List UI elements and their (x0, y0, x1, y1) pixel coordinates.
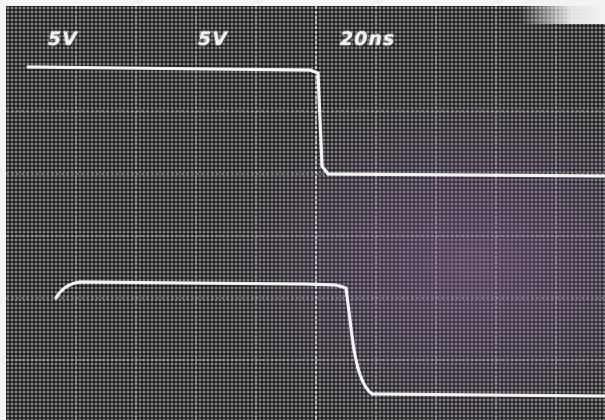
channel1-scale-readout: 5V (48, 28, 78, 50)
channel2-trace-rise (54, 280, 338, 300)
channel2-scale-readout: 5V (198, 28, 228, 50)
waveform-display (26, 65, 605, 398)
channel2-trace-fall (334, 283, 605, 398)
oscilloscope-screen: 5V 5V 20ns (6, 6, 605, 420)
timebase-readout: 20ns (340, 28, 396, 50)
graticule (6, 6, 605, 420)
channel1-trace-high (26, 65, 312, 72)
channel1-trace-transition (308, 68, 605, 178)
